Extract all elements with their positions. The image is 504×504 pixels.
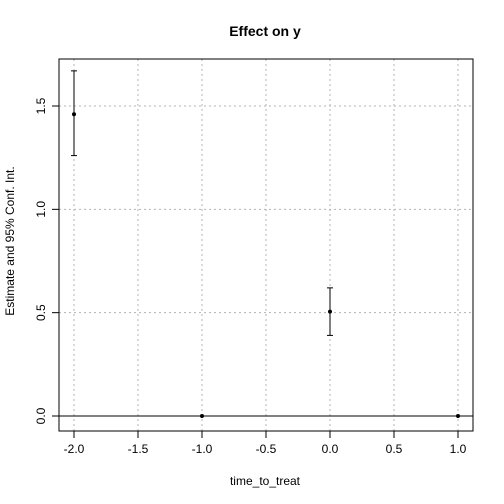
estimate-point — [328, 309, 332, 314]
data-series — [59, 70, 473, 418]
chart-title: Effect on y — [229, 23, 301, 39]
estimate-point — [200, 414, 204, 418]
estimate-point — [456, 414, 460, 418]
x-tick-label: -1.5 — [128, 442, 149, 456]
y-tick-label: 0.0 — [34, 407, 48, 424]
x-tick-label: 1.0 — [450, 442, 467, 456]
estimate-point — [72, 112, 76, 117]
x-tick-label: -0.5 — [256, 442, 277, 456]
axes: -2.0 -1.5 -1.0 -0.5 0.0 0.5 1.0 0.0 0.5 1.0 1.5 — [34, 97, 467, 456]
x-tick-label: -2.0 — [64, 442, 85, 456]
y-tick-label: 0.5 — [34, 304, 48, 321]
x-tick-label: -1.0 — [192, 442, 213, 456]
y-tick-label: 1.5 — [34, 97, 48, 114]
x-tick-label: 0.0 — [322, 442, 339, 456]
x-tick-label: 0.5 — [386, 442, 403, 456]
y-axis-label: Estimate and 95% Conf. Int. — [3, 166, 17, 315]
grid — [59, 59, 473, 431]
x-axis-label: time_to_treat — [230, 474, 301, 488]
plot-frame — [58, 58, 474, 432]
y-tick-label: 1.0 — [34, 201, 48, 218]
